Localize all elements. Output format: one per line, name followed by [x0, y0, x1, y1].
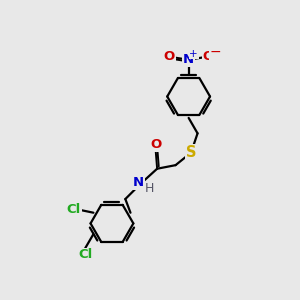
Text: O: O [150, 138, 161, 152]
Text: O: O [164, 50, 175, 63]
Text: −: − [210, 45, 221, 59]
Text: N: N [183, 53, 194, 66]
Text: S: S [186, 145, 196, 160]
Text: Cl: Cl [78, 248, 92, 261]
Text: Cl: Cl [67, 202, 81, 216]
Text: H: H [144, 182, 154, 195]
Text: N: N [133, 176, 144, 190]
Text: O: O [202, 50, 214, 63]
Text: +: + [189, 49, 198, 59]
